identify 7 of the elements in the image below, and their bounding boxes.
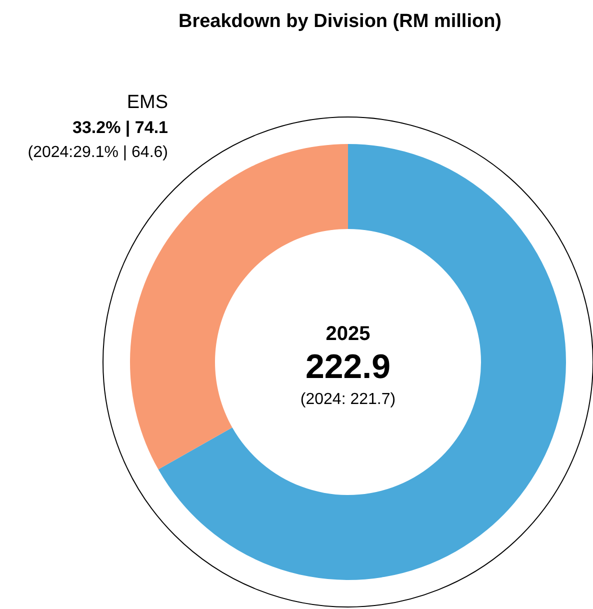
text: 222.9 [305, 348, 391, 386]
text: (2024:29.1% | 64.6) [28, 144, 168, 161]
text: 33.2% | 74.1 [72, 118, 168, 137]
slice-label: EMS [126, 92, 168, 113]
chart-title: Breakdown by Division (RM million) [178, 11, 502, 32]
text: (2024: 221.7) [300, 391, 396, 408]
text: 2025 [326, 323, 370, 345]
